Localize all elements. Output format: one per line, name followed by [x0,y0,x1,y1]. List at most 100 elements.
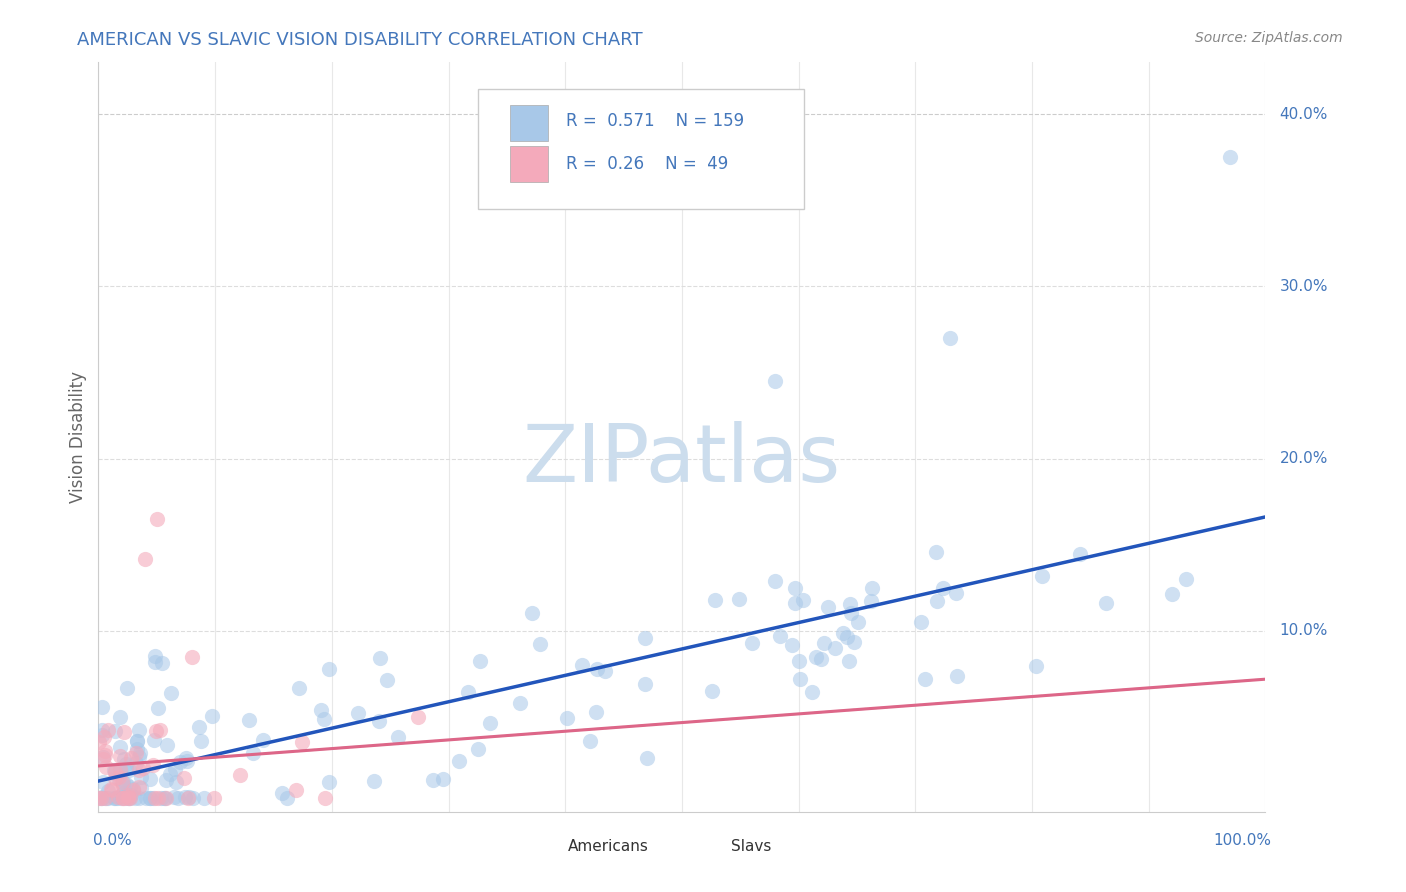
Americans [579,734,602,748]
Slavs [406,710,429,724]
Americans [367,714,389,728]
Slavs [145,723,167,738]
Americans [634,676,657,690]
FancyBboxPatch shape [478,88,804,209]
Slavs [229,768,252,782]
Americans [125,733,148,747]
Americans [97,791,120,805]
Americans [634,631,657,645]
Text: AMERICAN VS SLAVIC VISION DISABILITY CORRELATION CHART: AMERICAN VS SLAVIC VISION DISABILITY COR… [77,31,643,49]
Americans [276,791,298,805]
Americans [153,791,176,805]
Text: 20.0%: 20.0% [1279,451,1327,467]
Americans [128,750,150,764]
Slavs [124,746,146,760]
Text: 10.0%: 10.0% [1279,624,1327,639]
Americans [387,730,409,744]
Slavs [91,752,114,766]
Americans [114,791,136,805]
Text: R =  0.571    N = 159: R = 0.571 N = 159 [567,112,745,130]
Americans [139,791,162,805]
Americans [571,658,593,673]
Americans [846,615,869,630]
Americans [125,756,148,771]
Americans [128,791,150,805]
Slavs [107,789,129,804]
Americans [586,662,609,676]
Text: 40.0%: 40.0% [1279,107,1327,121]
Americans [288,681,311,695]
Slavs [108,762,131,776]
Slavs [104,772,127,786]
Americans [108,790,131,805]
Text: ZIPatlas: ZIPatlas [523,420,841,499]
Americans [728,591,751,606]
Americans [112,788,135,802]
Americans [149,791,172,805]
Slavs [87,791,110,805]
Americans [108,710,131,724]
Text: Americans: Americans [568,839,648,855]
Americans [104,791,127,805]
Americans [112,752,135,766]
Americans [169,755,191,769]
Slavs [94,791,117,805]
Americans [115,761,138,775]
Slavs [104,765,127,780]
Americans [90,789,112,804]
Americans [787,654,810,668]
Slavs [117,788,139,802]
Americans [139,772,162,786]
Americans [810,651,832,665]
Americans [832,625,855,640]
Americans [792,592,814,607]
Americans [447,754,470,768]
Americans [1219,150,1241,164]
Americans [93,750,115,764]
Slavs [100,783,122,797]
Americans [118,791,141,805]
Slavs [93,731,115,745]
Americans [1161,587,1184,601]
Slavs [134,551,156,566]
Americans [763,574,786,588]
Americans [945,586,967,600]
Americans [925,594,948,608]
Slavs [117,790,139,805]
Americans [422,773,444,788]
Americans [839,606,862,620]
Slavs [120,791,142,805]
Americans [94,791,117,805]
Americans [174,790,197,805]
Americans [115,681,138,696]
Americans [704,592,727,607]
Americans [90,723,112,738]
Americans [457,685,479,699]
Americans [318,662,340,676]
Americans [585,705,607,719]
Americans [946,669,969,683]
Americans [813,636,835,650]
Slavs [112,725,135,739]
Americans [90,791,112,805]
Slavs [149,723,172,737]
Americans [270,786,292,800]
Americans [131,780,153,795]
Americans [121,781,143,796]
Americans [804,650,827,665]
Americans [103,763,125,777]
Slavs [155,791,177,805]
Americans [110,791,132,805]
Americans [837,631,859,645]
Americans [165,774,187,789]
Slavs [108,749,131,764]
Slavs [202,791,225,805]
Slavs [143,791,166,805]
Americans [363,773,385,788]
Americans [135,791,157,805]
Americans [1031,569,1053,583]
Slavs [291,735,314,749]
Americans [139,791,162,805]
Americans [860,581,883,595]
Americans [432,772,454,787]
